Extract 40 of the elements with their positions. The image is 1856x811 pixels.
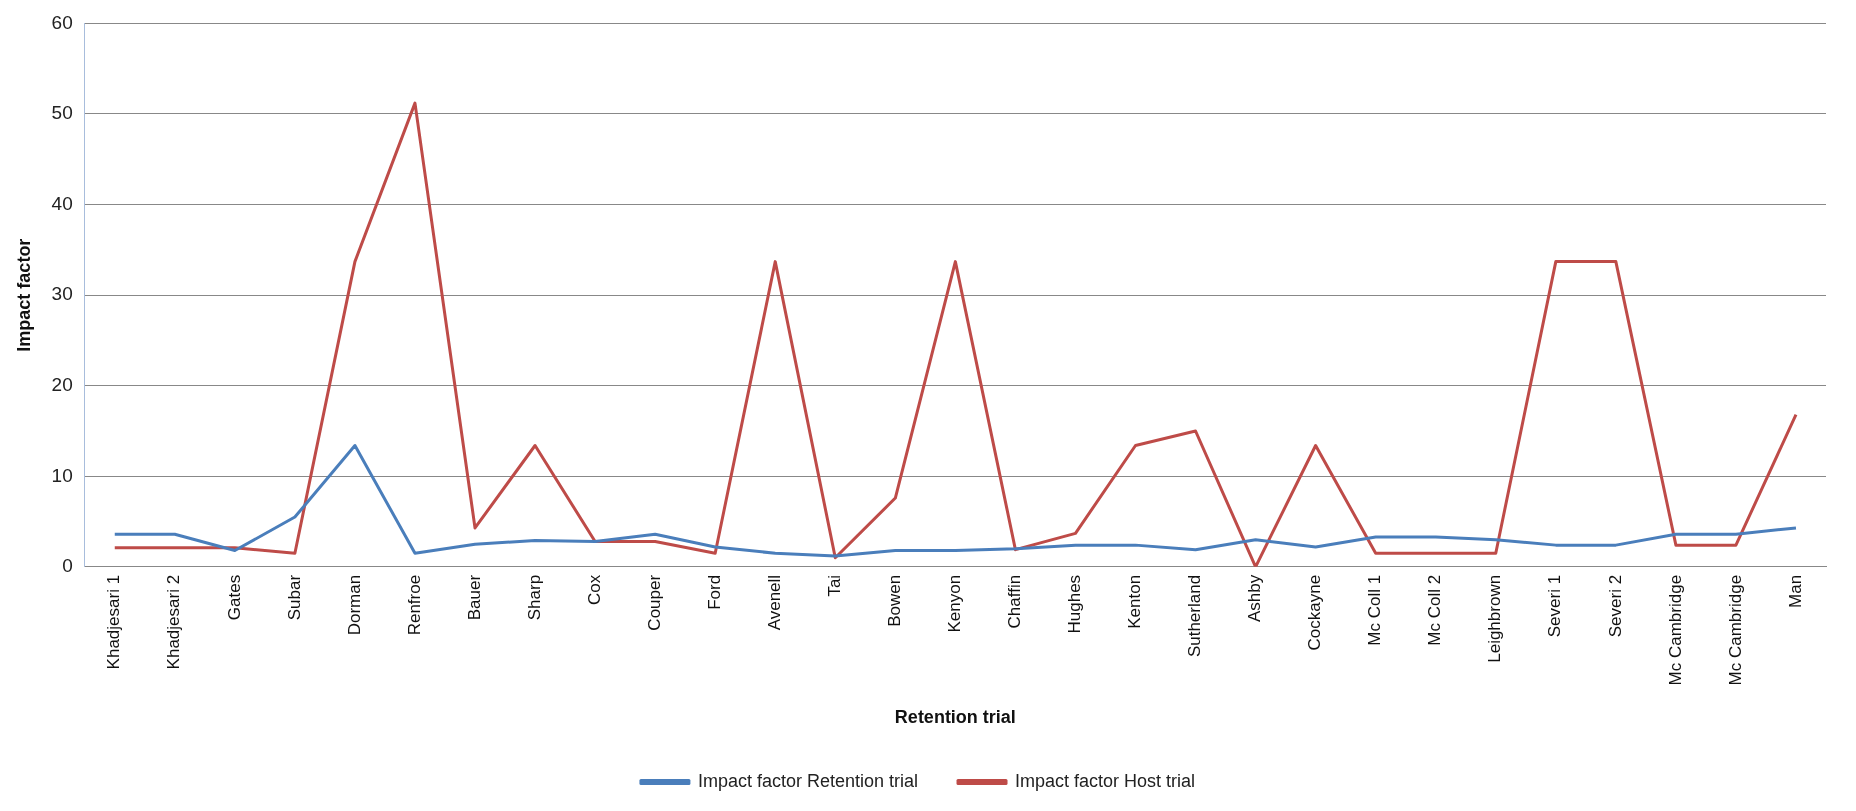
y-tick-label: 40 [51, 192, 73, 214]
x-tick-label: Renfroe [404, 574, 424, 636]
x-tick-label: Avenell [764, 574, 784, 631]
y-tick-label: 50 [51, 102, 73, 124]
x-tick-label: Sutherland [1185, 574, 1205, 658]
x-tick-label: Tai [824, 574, 844, 597]
x-tick-label: Severi 2 [1605, 574, 1625, 638]
legend-label: Impact factor Retention trial [697, 770, 919, 791]
x-tick-label: Mc Coll 2 [1425, 574, 1445, 646]
x-tick-label: Hughes [1065, 574, 1085, 634]
x-tick-label: Subar [284, 574, 304, 621]
y-tick-label: 60 [51, 11, 73, 33]
x-tick-label: Ford [704, 574, 724, 610]
x-tick-label: Mc Cambridge [1665, 574, 1685, 686]
y-tick-label: 0 [62, 555, 73, 577]
x-tick-label: Sharp [524, 574, 544, 621]
x-tick-label: Bauer [464, 574, 484, 621]
x-tick-label: Severi 1 [1545, 574, 1565, 638]
x-tick-label: Kenyon [945, 574, 965, 633]
x-tick-label: Chaffin [1005, 574, 1025, 629]
x-tick-label: Ashby [1245, 574, 1265, 623]
x-tick-label: Dorman [344, 574, 364, 636]
x-axis-title: Retention trial [894, 707, 1016, 728]
x-tick-label: Cox [584, 574, 604, 606]
x-tick-label: Man [1785, 574, 1805, 608]
x-tick-label: Mc Cambridge [1725, 574, 1745, 686]
x-tick-label: Khadjesari 1 [104, 574, 124, 670]
y-tick-label: 10 [51, 464, 73, 486]
x-tick-label: Cockayne [1305, 574, 1325, 651]
x-tick-label: Couper [644, 574, 664, 631]
x-tick-label: Kenton [1125, 574, 1145, 629]
x-tick-label: Gates [224, 574, 244, 621]
legend-label: Impact factor Host trial [1015, 770, 1196, 791]
y-tick-label: 20 [51, 373, 73, 395]
x-tick-label: Mc Coll 1 [1365, 574, 1385, 646]
y-axis-title: Impact factor [13, 238, 34, 352]
x-tick-label: Leighbrown [1485, 574, 1505, 663]
x-tick-label: Bowen [885, 574, 905, 627]
y-tick-label: 30 [51, 283, 73, 305]
x-tick-label: Khadjesari 2 [164, 574, 184, 670]
